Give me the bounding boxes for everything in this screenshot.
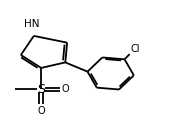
- Text: O: O: [61, 85, 69, 94]
- Text: Cl: Cl: [130, 43, 140, 54]
- Text: S: S: [37, 83, 45, 96]
- Text: O: O: [37, 106, 45, 116]
- Text: HN: HN: [24, 19, 40, 29]
